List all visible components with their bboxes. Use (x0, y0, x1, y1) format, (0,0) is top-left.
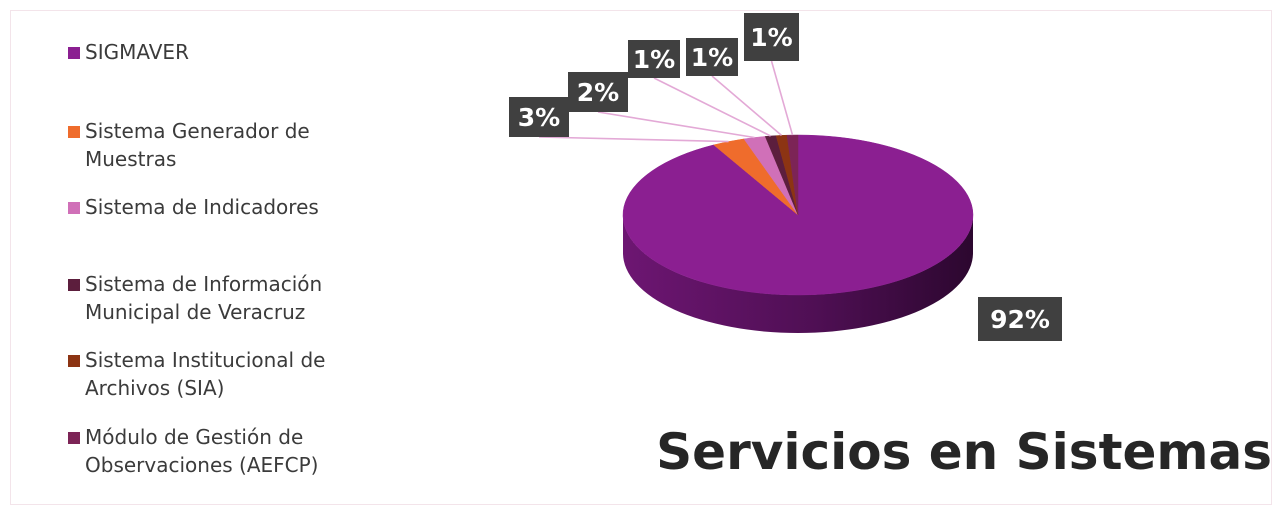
data-label-modulo-de-gestion-de-observaciones-aefcp: 1% (750, 23, 792, 52)
legend-label-line: Muestras (85, 147, 177, 171)
legend-item-sistema-de-indicadores: Sistema de Indicadores (68, 193, 408, 221)
legend-item-sistema-institucional-de-archivos: Sistema Institucional de Archivos (SIA) (68, 346, 408, 402)
leader-line-sistema-de-indicadores (597, 111, 755, 139)
legend: SIGMAVER Sistema Generador de Muestras S… (0, 0, 400, 511)
legend-item-modulo-de-gestion: Módulo de Gestión de Observaciones (AEFC… (68, 423, 408, 479)
legend-swatch (68, 126, 80, 138)
pie-side-wall (623, 215, 973, 333)
legend-label-line: Archivos (SIA) (85, 376, 225, 400)
chart-frame (10, 10, 1272, 505)
pie-slice-modulo-de-gestion-de-observaciones-aefcp (786, 134, 799, 216)
legend-label-line: Municipal de Veracruz (85, 300, 306, 324)
legend-swatch (68, 355, 80, 367)
legend-label-line: Sistema Institucional de (85, 348, 326, 372)
leader-line-sistema-institucional-de-archivos-sia (711, 75, 783, 136)
leader-lines (538, 60, 794, 143)
legend-label-line: Observaciones (AEFCP) (85, 453, 319, 477)
data-label-box-sistema-generador-de-muestras (509, 97, 569, 137)
data-label-sistema-institucional-de-archivos-sia: 1% (691, 43, 733, 72)
pie-slices (622, 134, 974, 296)
legend-swatch (68, 47, 80, 59)
data-label-box-sistema-institucional-de-archivos-sia (686, 38, 738, 76)
data-label-box-sistema-de-informacion-municipal-de-veracruz (628, 40, 680, 78)
data-label-box-sistema-de-indicadores (568, 72, 628, 112)
legend-label-line: Sistema de Indicadores (85, 195, 319, 219)
legend-item-sigmaver: SIGMAVER (68, 38, 408, 66)
legend-swatch (68, 202, 80, 214)
legend-label-line: Sistema de Información (85, 272, 323, 296)
leader-line-sistema-generador-de-muestras (538, 136, 729, 143)
leader-line-sistema-de-informacion-municipal-de-veracruz (653, 77, 771, 137)
legend-item-sistema-generador-de-muestras: Sistema Generador de Muestras (68, 117, 408, 173)
legend-swatch (68, 279, 80, 291)
legend-swatch (68, 432, 80, 444)
pie-3d-side (623, 215, 973, 333)
data-label-sistema-generador-de-muestras: 3% (518, 103, 560, 132)
legend-label-line: Módulo de Gestión de (85, 425, 304, 449)
leader-line-modulo-de-gestion-de-observaciones-aefcp (770, 60, 794, 136)
data-label-sigmaver: 92% (990, 305, 1050, 334)
data-label-sistema-de-informacion-municipal-de-veracruz: 1% (633, 45, 675, 74)
legend-label-line: Sistema Generador de (85, 119, 310, 143)
data-label-sistema-de-indicadores: 2% (577, 78, 619, 107)
legend-item-sistema-de-informacion-municipal: Sistema de Información Municipal de Vera… (68, 270, 408, 326)
data-label-box-sigmaver (978, 297, 1062, 341)
data-label-box-modulo-de-gestion-de-observaciones-aefcp (744, 13, 799, 61)
chart-title: Servicios en Sistemas (656, 423, 1272, 481)
data-labels: 92% 3% 2% 1% 1% 1% (509, 13, 1062, 341)
legend-label-line: SIGMAVER (85, 40, 189, 64)
